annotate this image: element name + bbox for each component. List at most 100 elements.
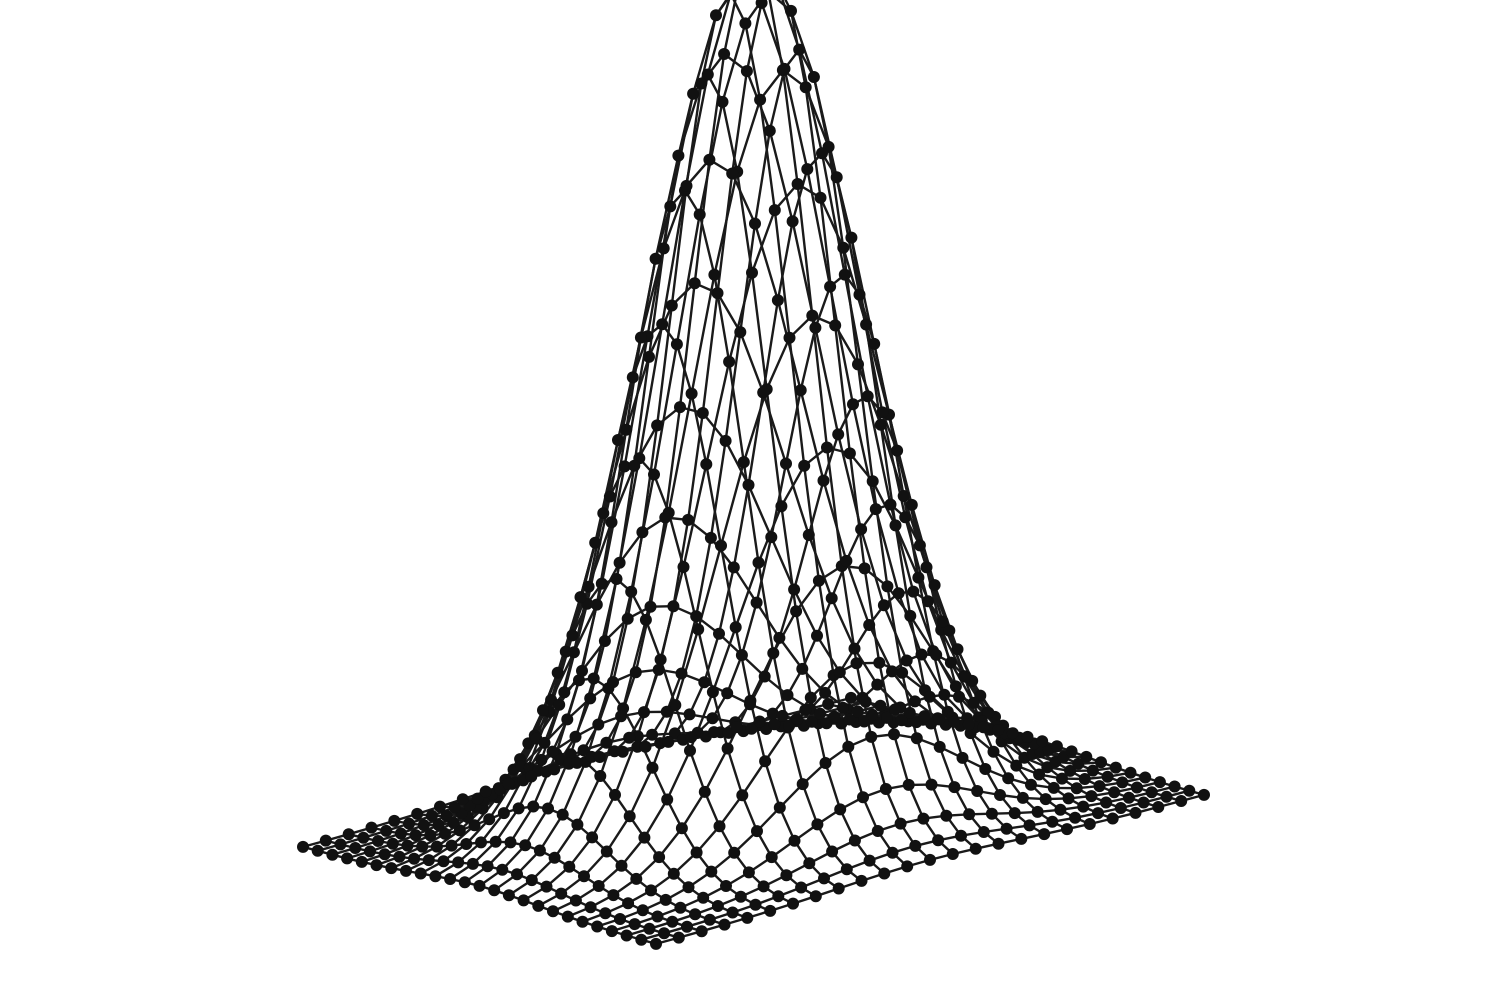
mesh-point xyxy=(643,922,656,935)
mesh-point xyxy=(576,915,589,928)
mesh-point xyxy=(798,459,811,472)
mesh-point xyxy=(832,428,845,441)
mesh-point xyxy=(695,77,708,90)
mesh-point xyxy=(819,757,832,769)
mesh-point xyxy=(553,698,566,711)
mesh-point xyxy=(805,715,818,728)
mesh-point xyxy=(326,848,339,861)
mesh-point xyxy=(874,418,887,431)
mesh-point xyxy=(1056,772,1068,785)
mesh-point xyxy=(1116,776,1129,789)
mesh-point xyxy=(489,835,502,848)
mesh-point xyxy=(618,460,631,473)
mesh-point xyxy=(401,839,414,852)
mesh-point xyxy=(625,585,638,598)
mesh-point xyxy=(690,610,703,623)
mesh-point xyxy=(780,869,793,882)
mesh-point xyxy=(735,649,748,662)
mesh-point xyxy=(799,704,812,716)
mesh-point xyxy=(711,900,724,912)
mesh-point xyxy=(692,623,705,636)
mesh-point xyxy=(949,680,962,693)
mesh-point xyxy=(828,710,841,723)
mesh-point xyxy=(1080,750,1093,763)
mesh-point xyxy=(741,911,754,924)
mesh-point xyxy=(1064,764,1077,777)
mesh-point xyxy=(341,852,354,865)
mesh-point xyxy=(900,654,913,667)
mesh-point xyxy=(759,755,772,768)
mesh-point xyxy=(569,894,582,907)
mesh-point xyxy=(858,715,871,728)
mesh-point xyxy=(648,468,660,481)
mesh-point xyxy=(634,331,647,344)
mesh-point xyxy=(708,268,721,281)
mesh-point xyxy=(953,690,965,703)
mesh-point xyxy=(700,458,713,471)
mesh-point xyxy=(612,434,624,446)
mesh-point xyxy=(716,95,729,108)
mesh-point xyxy=(713,627,725,640)
mesh-point xyxy=(1050,740,1063,753)
mesh-point xyxy=(969,842,982,855)
mesh-point xyxy=(548,763,561,776)
mesh-point xyxy=(571,756,583,769)
mesh-point xyxy=(817,474,830,487)
mesh-point xyxy=(1093,780,1106,793)
mesh-point xyxy=(444,873,457,885)
mesh-point xyxy=(825,592,838,605)
mesh-point xyxy=(874,699,887,712)
mesh-point xyxy=(1006,727,1019,740)
mesh-point xyxy=(907,585,920,598)
mesh-point xyxy=(1036,735,1049,748)
mesh-point xyxy=(452,856,465,869)
mesh-point xyxy=(644,600,657,613)
mesh-point xyxy=(1070,782,1083,795)
mesh-point xyxy=(445,839,458,852)
mesh-point xyxy=(881,580,894,593)
mesh-point xyxy=(628,918,641,931)
mesh-point xyxy=(959,670,972,683)
mesh-point xyxy=(928,579,941,592)
mesh-point xyxy=(796,778,809,791)
mesh-point xyxy=(1129,806,1142,819)
mesh-point xyxy=(688,277,701,290)
mesh-point xyxy=(962,718,975,731)
mesh-point xyxy=(411,807,424,820)
mesh-point xyxy=(881,711,893,724)
mesh-point xyxy=(311,844,324,857)
mesh-point xyxy=(715,539,727,552)
mesh-line-y-8 xyxy=(537,314,1087,907)
mesh-point xyxy=(537,704,549,717)
mesh-point xyxy=(425,809,438,822)
mesh-point xyxy=(538,736,551,749)
mesh-point xyxy=(987,745,1000,758)
mesh-point xyxy=(865,730,878,743)
mesh-point xyxy=(429,870,442,883)
mesh-point xyxy=(801,163,814,176)
mesh-point xyxy=(750,596,763,609)
mesh-point xyxy=(584,692,597,705)
mesh-point xyxy=(1002,772,1015,785)
mesh-point xyxy=(879,783,892,795)
mesh-point xyxy=(848,834,861,847)
mesh-point xyxy=(1153,776,1166,789)
mesh-point xyxy=(1077,800,1090,813)
mesh-point xyxy=(933,740,946,753)
mesh-point xyxy=(765,851,778,864)
mesh-point xyxy=(889,703,902,716)
mesh-point xyxy=(1039,793,1052,806)
mesh-point xyxy=(434,800,446,813)
mesh-point xyxy=(871,825,884,837)
mesh-point xyxy=(409,829,422,842)
mesh-point xyxy=(744,698,756,711)
mesh-point xyxy=(977,826,990,838)
mesh-point xyxy=(599,907,612,920)
mesh-point xyxy=(773,631,786,644)
mesh-point xyxy=(772,890,785,903)
mesh-point xyxy=(787,897,799,910)
mesh-point xyxy=(414,867,427,880)
mesh-point xyxy=(701,68,714,81)
mesh-point xyxy=(653,851,666,864)
